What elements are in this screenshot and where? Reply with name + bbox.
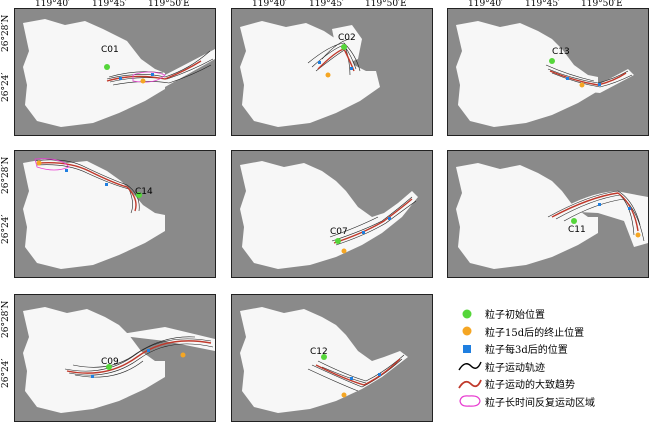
map-panel-c13: C13 <box>447 8 649 136</box>
x-tick-label: 119°45′ <box>92 0 128 9</box>
x-tick-label: 119°50′E <box>581 0 623 9</box>
station-label: C12 <box>310 347 328 357</box>
bay-map <box>240 21 380 127</box>
legend-item: 粒子运动的大致趋势 <box>455 375 645 393</box>
legend-item: 粒子15d后的终止位置 <box>455 323 645 341</box>
x-tick-label: 119°40′ <box>252 0 288 9</box>
map-panel-c09: C09 <box>14 294 216 422</box>
station-label: C02 <box>338 33 356 43</box>
green-dot-icon <box>455 306 485 322</box>
bay-map <box>456 163 648 269</box>
legend-item: 粒子每3d后的位置 <box>455 340 645 358</box>
red-curve-icon <box>455 376 485 392</box>
map-panel-c02: C02 <box>231 8 433 136</box>
y-tick-label: 26°24′ <box>1 358 11 388</box>
blue-square-icon <box>455 341 485 357</box>
bay-map <box>23 307 215 413</box>
x-tick-label: 119°45′ <box>525 0 561 9</box>
station-label: C14 <box>135 187 153 197</box>
y-tick-label: 26°24′ <box>1 72 11 102</box>
legend-item: 粒子初始位置 <box>455 305 645 323</box>
legend-item: 粒子长时间反复运动区域 <box>455 393 645 411</box>
x-tick-label: 119°40′ <box>35 0 71 9</box>
bay-map <box>23 19 215 127</box>
bay-map <box>240 307 408 413</box>
magenta-loop-icon <box>455 393 485 409</box>
bay-map <box>240 161 418 269</box>
map-panel-c11: C11 <box>447 150 649 278</box>
legend: 粒子初始位置 粒子15d后的终止位置 粒子每3d后的位置 粒子运动轨迹 粒子运动… <box>455 305 645 410</box>
map-panel-c07: C07 <box>231 150 433 278</box>
station-label: C09 <box>101 357 119 367</box>
x-tick-label: 119°40′ <box>468 0 504 9</box>
x-tick-label: 119°50′E <box>365 0 407 9</box>
y-tick-label: 26°24′ <box>1 214 11 244</box>
x-tick-label: 119°45′ <box>309 0 345 9</box>
map-panel-c14: C14 <box>14 150 216 278</box>
y-tick-label: 26°28′N <box>1 300 11 338</box>
station-label: C11 <box>568 225 586 235</box>
legend-item: 粒子运动轨迹 <box>455 358 645 376</box>
black-curve-icon <box>455 358 485 374</box>
y-tick-label: 26°28′N <box>1 14 11 52</box>
station-label: C07 <box>330 227 348 237</box>
bay-map <box>23 158 165 269</box>
orange-dot-icon <box>455 323 485 339</box>
station-label: C01 <box>101 45 119 55</box>
x-tick-label: 119°50′E <box>148 0 190 9</box>
y-tick-label: 26°28′N <box>1 156 11 194</box>
bay-map <box>456 21 634 127</box>
map-panel-c12: C12 <box>231 294 433 422</box>
map-panel-c01: C01 <box>14 8 216 136</box>
station-label: C13 <box>552 47 570 57</box>
